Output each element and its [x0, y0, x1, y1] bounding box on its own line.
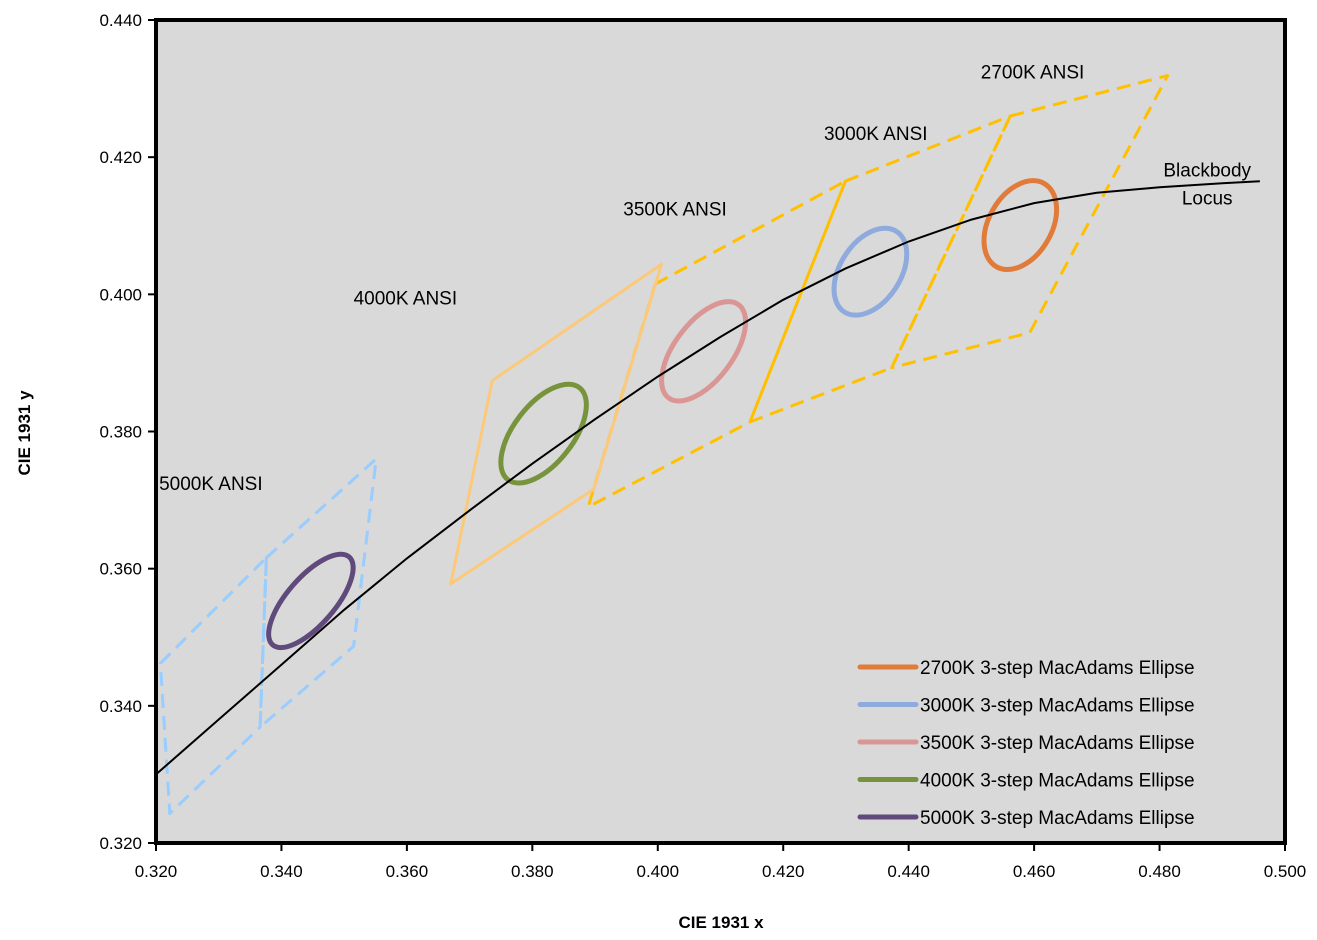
annotations: 2700K ANSI 3000K ANSI 3500K ANSI 4000K ANSI… — [159, 62, 1251, 495]
blackbody-locus — [155, 180, 1260, 776]
y-axis-title: CIE 1931 y — [15, 390, 34, 476]
y-tick-label: 0.400 — [99, 285, 142, 304]
blackbody-locus-line — [155, 180, 1260, 776]
ellipse-2700k-3-step-macadams-ellipse — [981, 178, 1060, 273]
blackbody-locus-label-line: Locus — [1182, 188, 1233, 209]
x-tick-label: 0.360 — [386, 862, 429, 881]
ellipse-3500k-3-step-macadams-ellipse — [659, 299, 749, 404]
macadams-ellipses — [266, 178, 1060, 651]
x-tick-label: 0.440 — [887, 862, 930, 881]
ansi-quadrangle-5000k-ansi — [258, 457, 378, 729]
ansi-quadrangle-3000k-ansi — [748, 114, 1012, 424]
legend: 2700K 3-step MacAdams Ellipse 3000K 3-ste… — [857, 658, 1195, 829]
x-tick-label: 0.380 — [511, 862, 554, 881]
legend-label-2700k-3-step-macadams-ellipse: 2700K 3-step MacAdams Ellipse — [920, 658, 1195, 679]
legend-label-4000k-3-step-macadams-ellipse: 4000K 3-step MacAdams Ellipse — [920, 771, 1195, 792]
legend-label-5000k-3-step-macadams-ellipse: 5000K 3-step MacAdams Ellipse — [920, 808, 1195, 829]
y-tick-label: 0.440 — [99, 11, 142, 30]
label-4000k-ansi: 4000K ANSI — [354, 289, 458, 310]
ansi-quadrangles — [158, 74, 1170, 815]
y-tick-label: 0.340 — [99, 697, 142, 716]
y-tick-label: 0.320 — [99, 834, 142, 853]
plot-background — [156, 20, 1285, 843]
x-axis-title: CIE 1931 x — [678, 913, 764, 932]
x-tick-label: 0.320 — [135, 862, 178, 881]
ansi-quadrangle-5 — [158, 556, 268, 815]
ellipse-4000k-3-step-macadams-ellipse — [498, 381, 589, 486]
ansi-quadrangle-4000k-ansi — [449, 262, 663, 586]
x-tick-label: 0.340 — [260, 862, 303, 881]
x-tick-label: 0.460 — [1013, 862, 1056, 881]
x-tick-label: 0.420 — [762, 862, 805, 881]
label-2700k-ansi: 2700K ANSI — [981, 62, 1085, 83]
ellipse-5000k-3-step-macadams-ellipse — [266, 551, 356, 651]
y-tick-label: 0.360 — [99, 560, 142, 579]
label-3000k-ansi: 3000K ANSI — [824, 124, 928, 145]
x-axis-ticks: 0.320 0.340 0.360 0.380 0.400 0.420 0.440 0.460… — [135, 843, 1307, 881]
y-tick-label: 0.380 — [99, 423, 142, 442]
x-tick-label: 0.480 — [1138, 862, 1181, 881]
label-3500k-ansi: 3500K ANSI — [623, 200, 727, 221]
legend-label-3500k-3-step-macadams-ellipse: 3500K 3-step MacAdams Ellipse — [920, 733, 1195, 754]
y-tick-label: 0.420 — [99, 148, 142, 167]
plot-area — [156, 20, 1285, 843]
legend-label-3000k-3-step-macadams-ellipse: 3000K 3-step MacAdams Ellipse — [920, 696, 1195, 717]
x-tick-label: 0.400 — [637, 862, 680, 881]
x-tick-label: 0.500 — [1264, 862, 1307, 881]
y-axis-ticks: 0.320 0.340 0.360 0.380 0.400 0.420 0.440 — [99, 11, 156, 853]
label-5000k-ansi: 5000K ANSI — [159, 474, 263, 495]
ellipse-3000k-3-step-macadams-ellipse — [831, 225, 910, 318]
blackbody-locus-label-line: Blackbody — [1163, 160, 1251, 181]
